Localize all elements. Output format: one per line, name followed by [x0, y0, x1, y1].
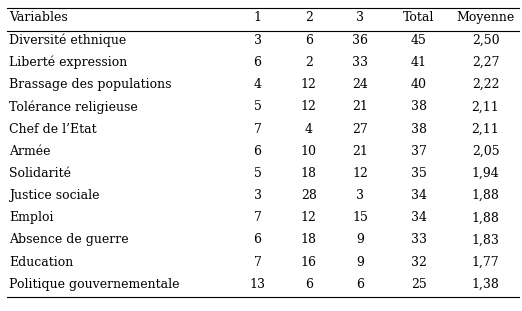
Text: 41: 41 [411, 56, 427, 69]
Text: 7: 7 [254, 211, 262, 224]
Text: 6: 6 [305, 34, 313, 47]
Text: 1,83: 1,83 [471, 234, 500, 247]
Text: 35: 35 [411, 167, 427, 180]
Text: 12: 12 [352, 167, 368, 180]
Text: 2: 2 [305, 56, 313, 69]
Text: 2,50: 2,50 [472, 34, 500, 47]
Text: 3: 3 [254, 34, 262, 47]
Text: 38: 38 [411, 123, 427, 136]
Text: 1,88: 1,88 [471, 211, 500, 224]
Text: 5: 5 [254, 100, 262, 113]
Text: 2,22: 2,22 [472, 78, 500, 91]
Text: Tolérance religieuse: Tolérance religieuse [9, 100, 138, 114]
Text: 7: 7 [254, 123, 262, 136]
Text: 21: 21 [352, 145, 368, 158]
Text: 18: 18 [301, 167, 317, 180]
Text: Politique gouvernementale: Politique gouvernementale [9, 278, 180, 291]
Text: Emploi: Emploi [9, 211, 54, 224]
Text: 6: 6 [254, 56, 262, 69]
Text: 2,27: 2,27 [472, 56, 500, 69]
Text: 25: 25 [411, 278, 427, 291]
Text: 6: 6 [305, 278, 313, 291]
Text: 21: 21 [352, 100, 368, 113]
Text: 34: 34 [411, 211, 427, 224]
Text: 10: 10 [301, 145, 317, 158]
Text: 3: 3 [254, 189, 262, 202]
Text: 4: 4 [305, 123, 313, 136]
Text: Education: Education [9, 256, 73, 269]
Text: 33: 33 [411, 234, 427, 247]
Text: Total: Total [404, 11, 435, 24]
Text: 12: 12 [301, 211, 317, 224]
Text: Justice sociale: Justice sociale [9, 189, 100, 202]
Text: 3: 3 [356, 11, 364, 24]
Text: 45: 45 [411, 34, 427, 47]
Text: Moyenne: Moyenne [456, 11, 515, 24]
Text: 34: 34 [411, 189, 427, 202]
Text: 5: 5 [254, 167, 262, 180]
Text: 7: 7 [254, 256, 262, 269]
Text: 33: 33 [352, 56, 368, 69]
Text: Chef de l’Etat: Chef de l’Etat [9, 123, 97, 136]
Text: 28: 28 [301, 189, 317, 202]
Text: Variables: Variables [9, 11, 68, 24]
Text: 24: 24 [352, 78, 368, 91]
Text: Solidarité: Solidarité [9, 167, 71, 180]
Text: 13: 13 [250, 278, 266, 291]
Text: 6: 6 [254, 145, 262, 158]
Text: 2,11: 2,11 [472, 123, 500, 136]
Text: 16: 16 [301, 256, 317, 269]
Text: 3: 3 [356, 189, 364, 202]
Text: 6: 6 [254, 234, 262, 247]
Text: Diversité ethnique: Diversité ethnique [9, 34, 126, 47]
Text: 37: 37 [411, 145, 427, 158]
Text: 1,38: 1,38 [471, 278, 500, 291]
Text: 18: 18 [301, 234, 317, 247]
Text: 38: 38 [411, 100, 427, 113]
Text: 9: 9 [356, 256, 364, 269]
Text: 2,11: 2,11 [472, 100, 500, 113]
Text: 6: 6 [356, 278, 364, 291]
Text: 27: 27 [352, 123, 368, 136]
Text: Armée: Armée [9, 145, 51, 158]
Text: 4: 4 [254, 78, 262, 91]
Text: 9: 9 [356, 234, 364, 247]
Text: 32: 32 [411, 256, 427, 269]
Text: Absence de guerre: Absence de guerre [9, 234, 129, 247]
Text: 1,94: 1,94 [472, 167, 500, 180]
Text: 1,77: 1,77 [472, 256, 500, 269]
Text: 40: 40 [411, 78, 427, 91]
Text: 1: 1 [254, 11, 262, 24]
Text: Liberté expression: Liberté expression [9, 56, 127, 69]
Text: 36: 36 [352, 34, 368, 47]
Text: 12: 12 [301, 78, 317, 91]
Text: 2: 2 [305, 11, 313, 24]
Text: 1,88: 1,88 [471, 189, 500, 202]
Text: 2,05: 2,05 [472, 145, 500, 158]
Text: 15: 15 [352, 211, 368, 224]
Text: 12: 12 [301, 100, 317, 113]
Text: Brassage des populations: Brassage des populations [9, 78, 172, 91]
